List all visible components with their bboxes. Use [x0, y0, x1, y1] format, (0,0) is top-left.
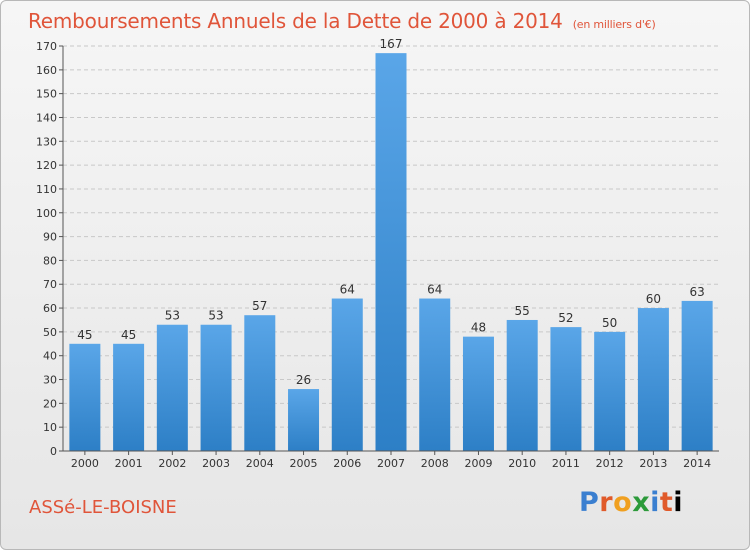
x-tick-label: 2007	[377, 457, 405, 470]
y-tick-label: 30	[43, 374, 57, 387]
bar-value-label: 53	[208, 309, 223, 323]
bar	[156, 324, 188, 451]
x-tick-label: 2006	[333, 457, 361, 470]
bar	[637, 308, 669, 451]
y-tick-label: 40	[43, 350, 57, 363]
x-tick-label: 2012	[596, 457, 624, 470]
bar-value-label: 64	[340, 283, 355, 297]
y-tick-label: 10	[43, 421, 57, 434]
bars: 45 45 53 53 57 26 64 167 64 48 55 52 50 60 63	[69, 37, 713, 451]
bar	[506, 319, 538, 451]
y-tick-label: 170	[36, 40, 57, 53]
x-axis-ticks: 2000 2001 2002 2003 2004 2005 2006 2007 2008 2009…	[71, 451, 711, 470]
bar-value-label: 45	[77, 328, 92, 342]
y-tick-label: 50	[43, 326, 57, 339]
bar-value-label: 64	[427, 283, 442, 297]
bar	[375, 53, 407, 451]
y-tick-label: 0	[50, 445, 57, 458]
y-tick-label: 150	[36, 88, 57, 101]
x-tick-label: 2005	[290, 457, 318, 470]
chart-title: Remboursements Annuels de la Dette de 20…	[28, 9, 656, 33]
bar-value-label: 52	[558, 311, 573, 325]
bar	[462, 336, 494, 451]
bar-value-label: 45	[121, 328, 136, 342]
commune-name: ASSé-LE-BOISNE	[29, 497, 177, 518]
x-tick-label: 2000	[71, 457, 99, 470]
y-tick-label: 120	[36, 159, 57, 172]
bar-value-label: 26	[296, 373, 311, 387]
bar	[113, 343, 145, 451]
y-tick-label: 110	[36, 183, 57, 196]
proxiti-logo: Proxiti	[579, 487, 684, 518]
chart-title-text: Remboursements Annuels de la Dette de 20…	[28, 9, 563, 33]
x-tick-label: 2014	[683, 457, 711, 470]
bar-value-label: 48	[471, 321, 486, 335]
bar	[419, 298, 451, 451]
x-tick-label: 2001	[115, 457, 143, 470]
bar	[550, 327, 582, 451]
bar	[244, 315, 276, 451]
bar-value-label: 167	[380, 37, 403, 51]
y-tick-label: 20	[43, 397, 57, 410]
y-tick-label: 130	[36, 135, 57, 148]
bar	[681, 300, 713, 451]
y-tick-label: 70	[43, 278, 57, 291]
bar	[331, 298, 363, 451]
bar	[69, 343, 101, 451]
bar	[200, 324, 232, 451]
x-tick-label: 2004	[246, 457, 274, 470]
x-tick-label: 2010	[508, 457, 536, 470]
chart-title-unit: (en milliers d'€)	[572, 18, 656, 31]
y-axis-ticks: 0 10 20 30 40 50 60 70 80 90 100 110 120 130 140 150 160…	[36, 40, 63, 458]
y-tick-label: 100	[36, 207, 57, 220]
bar-value-label: 55	[515, 304, 530, 318]
x-tick-label: 2013	[639, 457, 667, 470]
bar-value-label: 53	[165, 309, 180, 323]
y-tick-label: 160	[36, 64, 57, 77]
y-tick-label: 60	[43, 302, 57, 315]
x-tick-label: 2002	[158, 457, 186, 470]
bar-value-label: 57	[252, 299, 267, 313]
bar-value-label: 63	[689, 285, 704, 299]
x-tick-label: 2009	[464, 457, 492, 470]
x-tick-label: 2011	[552, 457, 580, 470]
y-tick-label: 140	[36, 111, 57, 124]
bar	[288, 389, 320, 451]
y-tick-label: 80	[43, 254, 57, 267]
bar-value-label: 60	[646, 292, 661, 306]
bar	[594, 331, 626, 451]
x-tick-label: 2003	[202, 457, 230, 470]
x-tick-label: 2008	[421, 457, 449, 470]
bar-value-label: 50	[602, 316, 617, 330]
y-tick-label: 90	[43, 231, 57, 244]
